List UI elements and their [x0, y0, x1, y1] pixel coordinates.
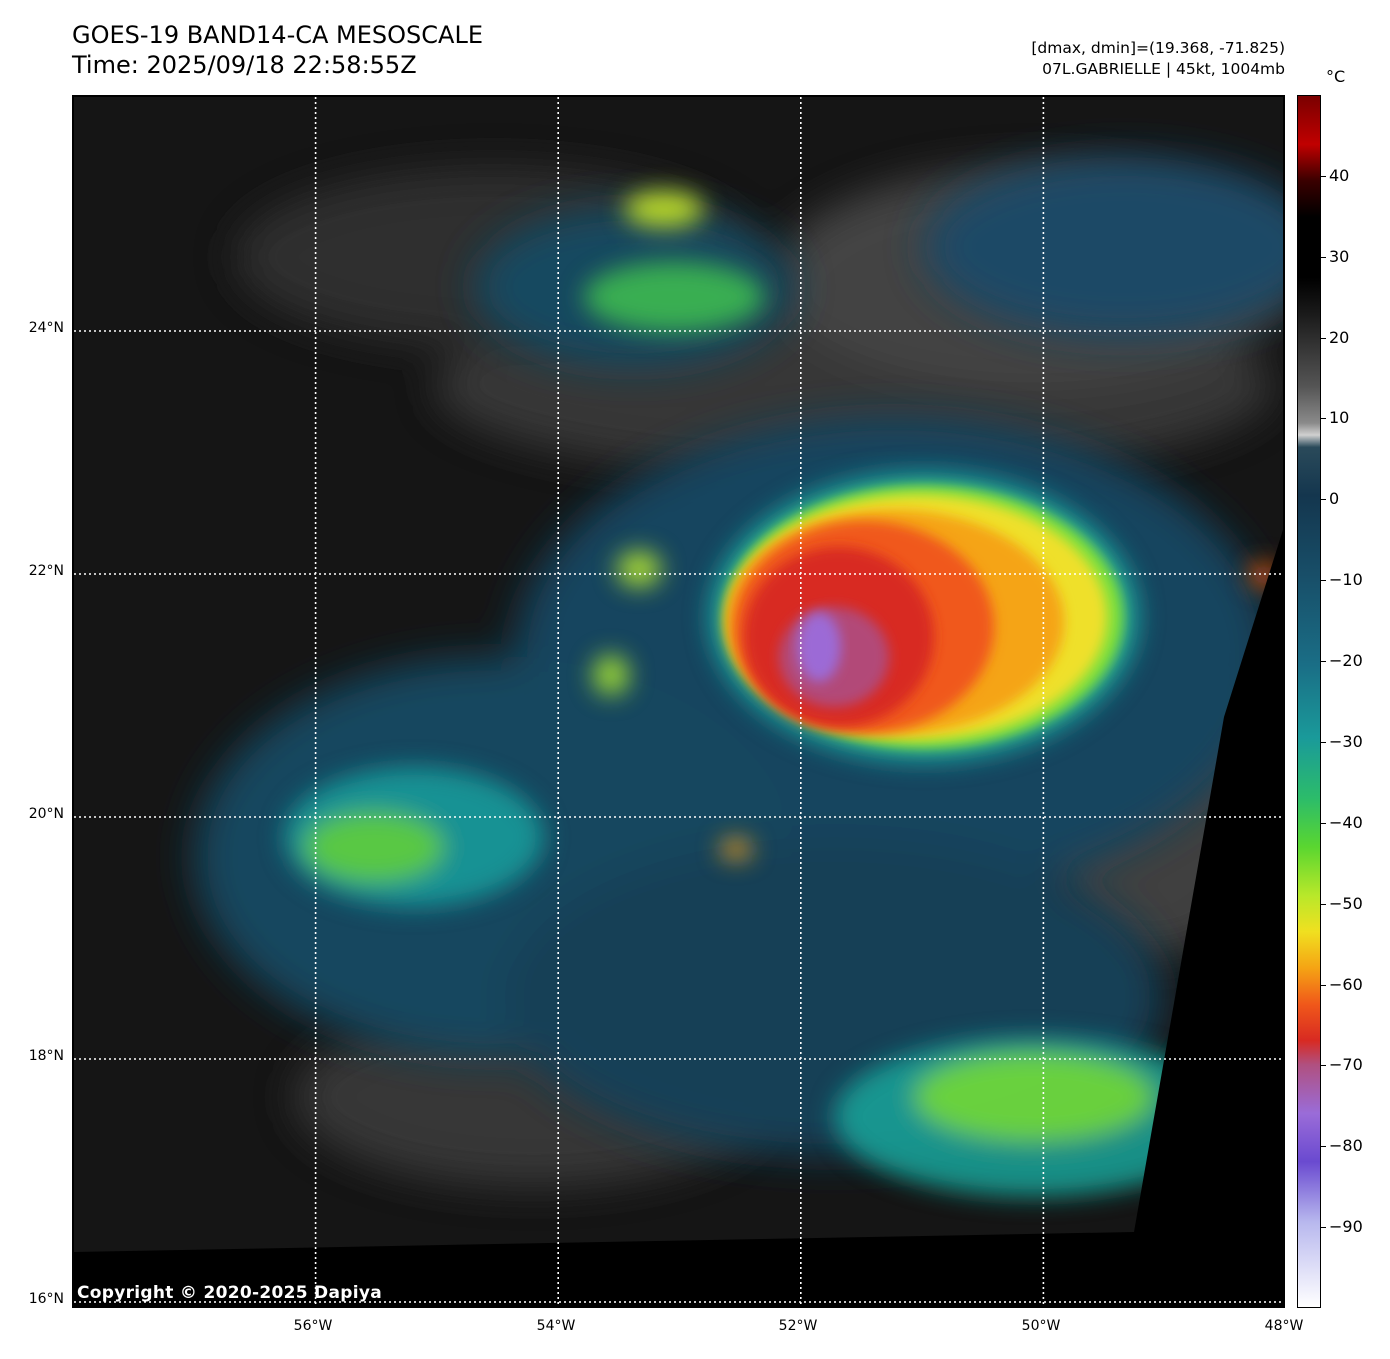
lon-label-54W: 54°W — [536, 1318, 576, 1334]
colorbar-tick — [1321, 741, 1326, 743]
chart-title: GOES-19 BAND14-CA MESOSCALE Time: 2025/0… — [72, 20, 483, 80]
colorbar-tick — [1321, 256, 1326, 258]
satellite-map — [72, 95, 1285, 1308]
title-time: Time: 2025/09/18 22:58:55Z — [72, 51, 417, 79]
colorbar-tick-label: 40 — [1329, 165, 1350, 185]
colorbar — [1297, 95, 1321, 1308]
colorbar-tick — [1321, 661, 1326, 663]
colorbar-tick-label: −70 — [1329, 1055, 1363, 1075]
dmax-dmin-readout: [dmax, dmin]=(19.368, -71.825) — [1031, 39, 1285, 57]
convective-bands — [284, 191, 1278, 1197]
colorbar-tick — [1321, 418, 1326, 420]
colorbar-tick — [1321, 984, 1326, 986]
colorbar-tick-label: −80 — [1329, 1136, 1363, 1156]
colorbar-tick — [1321, 580, 1326, 582]
lon-label-56W: 56°W — [293, 1318, 333, 1334]
colorbar-tick — [1321, 1065, 1326, 1067]
copyright-notice: Copyright © 2020-2025 Dapiya — [77, 1283, 382, 1303]
lat-label-22N: 22°N — [28, 563, 64, 579]
colorbar-tick-label: −90 — [1329, 1217, 1363, 1237]
colorbar-tick-label: 0 — [1329, 489, 1340, 509]
colorbar-tick-label: 20 — [1329, 327, 1350, 347]
colorbar-tick — [1321, 175, 1326, 177]
lat-label-20N: 20°N — [28, 806, 64, 822]
lat-label-18N: 18°N — [28, 1048, 64, 1064]
graticule — [74, 97, 1283, 1306]
central-dense-overcast — [709, 472, 1139, 762]
colorbar-unit: °C — [1326, 67, 1346, 86]
colorbar-tick-label: −50 — [1329, 893, 1363, 913]
colorbar-tick — [1321, 337, 1326, 339]
lat-label-16N: 16°N — [28, 1291, 64, 1307]
colorbar-tick-label: −10 — [1329, 570, 1363, 590]
colorbar-tick-label: −20 — [1329, 651, 1363, 671]
colorbar-tick-label: 10 — [1329, 408, 1350, 428]
lon-label-48W: 48°W — [1264, 1318, 1304, 1334]
lat-label-24N: 24°N — [28, 320, 64, 336]
colorbar-tick — [1321, 1227, 1326, 1229]
no-data-region — [74, 529, 1283, 1306]
colorbar-tick-label: −60 — [1329, 974, 1363, 994]
colorbar-tick-label: −40 — [1329, 812, 1363, 832]
title-product: GOES-19 BAND14-CA MESOSCALE — [72, 21, 483, 49]
lon-label-50W: 50°W — [1021, 1318, 1061, 1334]
colorbar-tick — [1321, 499, 1326, 501]
storm-info: [dmax, dmin]=(19.368, -71.825) 07L.GABRI… — [1031, 38, 1285, 80]
colorbar-tick-label: 30 — [1329, 246, 1350, 266]
colorbar-tick — [1321, 903, 1326, 905]
colorbar-tick-label: −30 — [1329, 731, 1363, 751]
colorbar-tick — [1321, 822, 1326, 824]
storm-name-intensity: 07L.GABRIELLE | 45kt, 1004mb — [1042, 60, 1285, 78]
lon-label-52W: 52°W — [778, 1318, 818, 1334]
colorbar-tick — [1321, 1146, 1326, 1148]
satellite-imagery — [74, 97, 1283, 1306]
